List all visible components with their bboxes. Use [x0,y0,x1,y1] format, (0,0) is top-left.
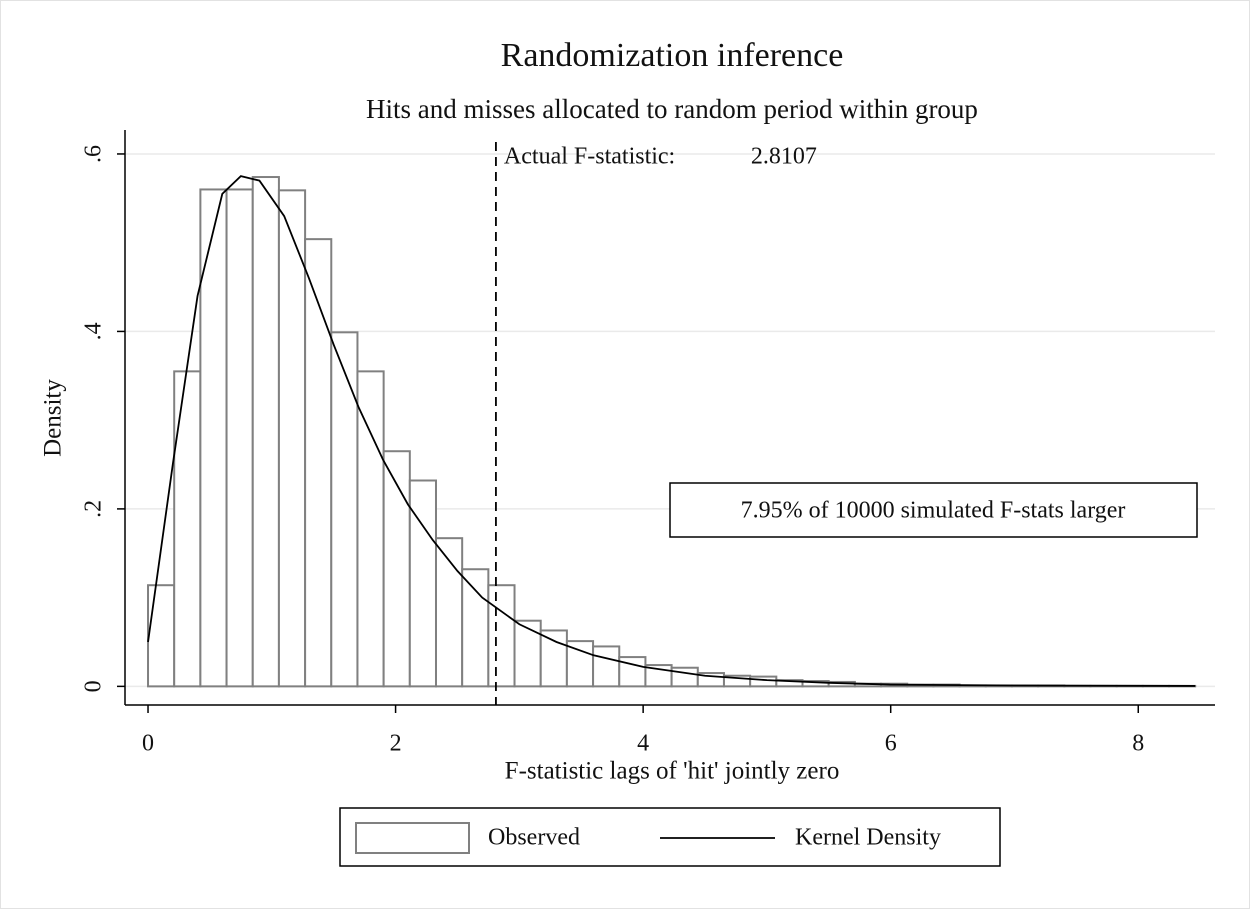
histogram-bar [487,584,516,688]
annotation: 7.95% of 10000 simulated F-stats larger [741,498,1126,524]
x-axis-title: F-statistic lags of 'hit' jointly zero [505,758,840,785]
y-axis-title: Density [40,379,67,457]
histogram-bar [199,188,228,688]
x-tick-label: 2 [390,731,402,757]
legend-label: Observed [488,825,580,851]
histogram-bar [251,176,280,688]
histogram-bar [277,189,307,688]
y-tick-label: .4 [81,322,107,340]
histogram-bar [225,188,254,688]
reference-label: Actual F-statistic: [504,144,675,170]
histogram-bar [330,331,359,688]
legend-label: Kernel Density [795,825,941,851]
histogram-bar [565,640,595,688]
x-tick-label: 0 [142,731,154,757]
x-tick-label: 8 [1132,731,1144,757]
histogram-bar [382,450,411,688]
histogram-bar [304,238,333,688]
x-tick-label: 4 [637,731,649,757]
y-tick-label: .2 [81,500,107,518]
chart-subtitle: Hits and misses allocated to random peri… [366,94,978,124]
histogram-bar [670,666,699,688]
legend-swatch [355,822,470,854]
y-tick-label: 0 [81,680,107,692]
chart-title: Randomization inference [501,37,844,74]
histogram-bar [539,629,568,688]
histogram-bar [356,370,385,688]
reference-value: 2.8107 [751,144,817,170]
histogram-bar [592,645,621,688]
histogram-bar [147,584,176,688]
annotation-box [669,482,1198,538]
histogram-bar [461,568,490,688]
histogram-bar [513,619,542,688]
y-tick-label: .6 [81,145,107,163]
histogram-bar [749,675,778,688]
density-line [147,175,1196,687]
plot-area: 0 .2 .4 .6 0 2 4 6 8 Actual F-statistic: 2.8107 [81,130,1215,757]
histogram-bar [173,370,202,688]
x-tick-label: 6 [885,731,897,757]
